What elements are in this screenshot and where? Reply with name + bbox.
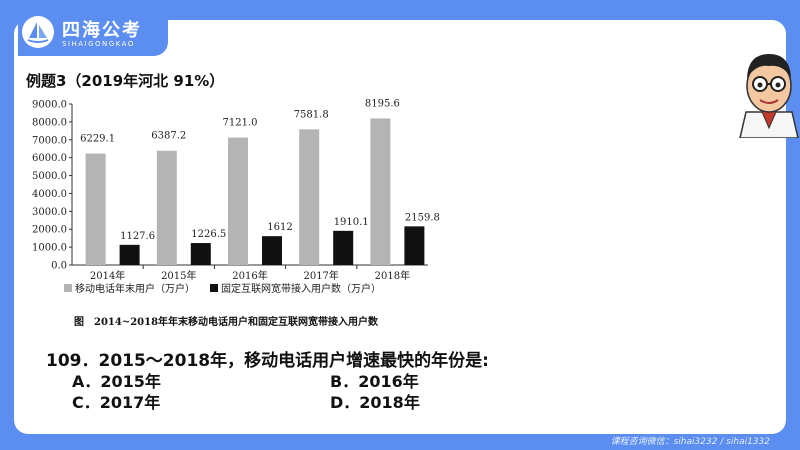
data-label: 1127.6 <box>120 231 155 242</box>
y-tick-label: 2000.0 <box>32 225 67 236</box>
y-tick-label: 9000.0 <box>32 100 67 111</box>
chart-caption: 图 2014~2018年年末移动电话用户和固定互联网宽带接入用户数 <box>74 317 379 328</box>
option-c[interactable]: C．2017年 <box>72 393 161 412</box>
legend-label: 移动电话年末用户（万户） <box>75 282 195 295</box>
y-tick-label: 1000.0 <box>32 243 67 254</box>
brand-title: 四海公考 <box>62 20 142 41</box>
bar-broadband <box>190 243 211 265</box>
data-label: 6387.2 <box>151 131 186 142</box>
bar-mobile <box>370 118 391 265</box>
contact-info: 课程咨询微信：sihai3232 / sihai1332 <box>610 437 770 447</box>
legend-swatch <box>210 284 218 292</box>
x-tick-label: 2016年 <box>232 269 267 282</box>
bar-broadband <box>404 226 425 265</box>
y-tick-label: 5000.0 <box>32 171 67 182</box>
teacher-cartoon-avatar <box>738 42 800 139</box>
slide-panel <box>14 20 786 434</box>
y-tick-label: 4000.0 <box>32 189 67 200</box>
y-tick-label: 3000.0 <box>32 207 67 218</box>
bar-broadband <box>262 236 282 265</box>
bar-chart: 0.0 1000.0 2000.0 3000.0 4000.0 5000.0 6000.0 7… <box>32 98 440 295</box>
data-label: 6229.1 <box>80 134 115 145</box>
brand-logo: 四海公考 SIHAIGONGKAO <box>18 10 168 56</box>
bar-broadband <box>333 230 354 265</box>
option-d[interactable]: D．2018年 <box>330 393 420 412</box>
brand-subtitle: SIHAIGONGKAO <box>62 40 135 48</box>
example-label: 例题3（2019年河北 91%） <box>26 72 225 90</box>
option-a[interactable]: A．2015年 <box>72 372 161 391</box>
legend-label: 固定互联网宽带接入用户数（万户） <box>221 282 381 295</box>
x-tick-label: 2014年 <box>90 269 125 282</box>
bar-mobile <box>299 129 320 265</box>
bar-mobile <box>85 153 106 265</box>
y-tick-label: 8000.0 <box>32 117 67 128</box>
x-tick-label: 2017年 <box>303 269 338 282</box>
legend-swatch <box>64 284 72 292</box>
question-text: 109．2015～2018年，移动电话用户增速最快的年份是: <box>46 351 489 371</box>
data-label: 8195.6 <box>365 98 400 109</box>
y-tick-label: 0.0 <box>51 261 67 272</box>
bar-mobile <box>156 150 177 265</box>
x-tick-label: 2018年 <box>375 269 410 282</box>
bar-broadband <box>119 244 140 265</box>
y-tick-label: 7000.0 <box>32 135 67 146</box>
data-label: 1612 <box>267 222 292 233</box>
y-tick-label: 6000.0 <box>32 153 67 164</box>
bar-mobile <box>228 137 248 265</box>
data-label: 7121.0 <box>223 118 258 129</box>
data-label: 1910.1 <box>334 217 369 228</box>
data-label: 7581.8 <box>294 109 329 120</box>
x-tick-label: 2015年 <box>161 269 196 282</box>
data-label: 1226.5 <box>191 229 226 240</box>
option-b[interactable]: B．2016年 <box>330 372 419 391</box>
sailboat-icon <box>22 16 54 48</box>
data-label: 2159.8 <box>405 212 440 223</box>
